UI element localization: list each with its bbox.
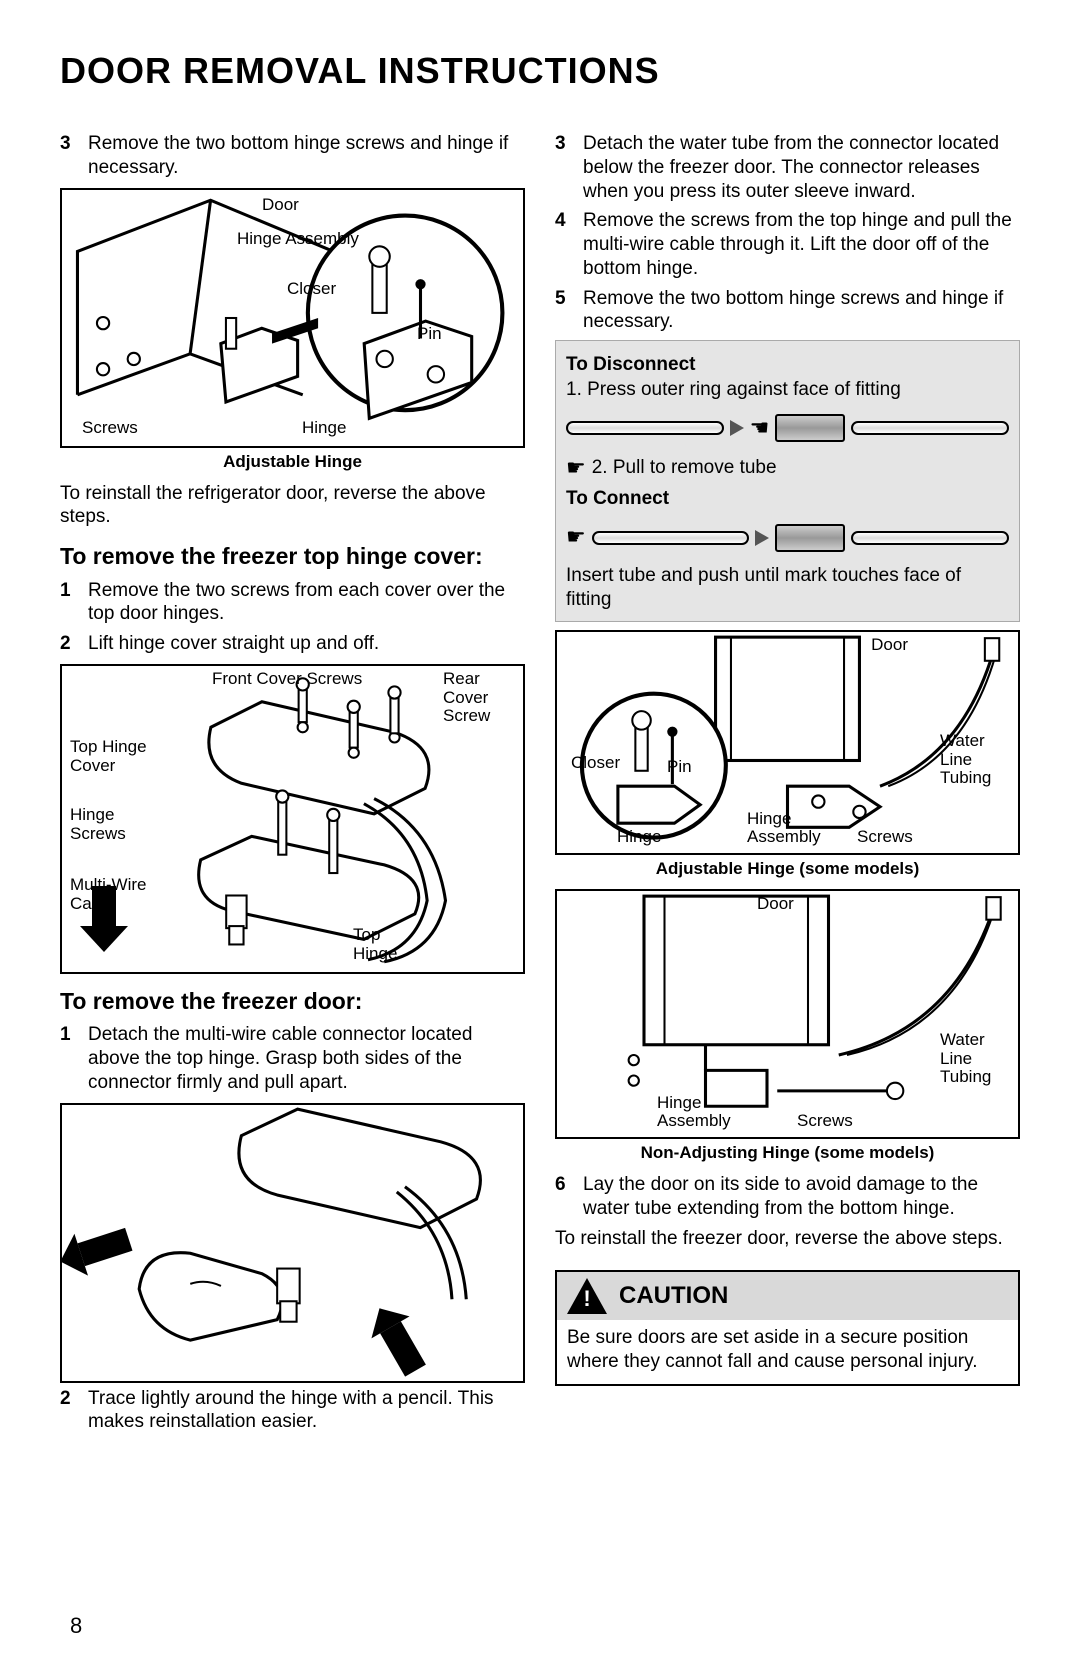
- step-number: 3: [555, 132, 573, 203]
- hand-icon: ☚: [750, 414, 770, 443]
- caution-body-text: Be sure doors are set aside in a secure …: [557, 1320, 1018, 1384]
- hinge-diagram-svg: [62, 190, 523, 446]
- caution-header: CAUTION: [557, 1272, 1018, 1320]
- step-number: 1: [60, 1023, 78, 1094]
- two-column-layout: 3 Remove the two bottom hinge screws and…: [60, 132, 1020, 1440]
- step-text: Remove the two bottom hinge screws and h…: [88, 132, 525, 180]
- down-arrow-icon: [92, 886, 128, 952]
- label-water-line: Water Line Tubing: [940, 732, 1010, 788]
- step-number: 2: [60, 632, 78, 656]
- label-hinge-assembly: Hinge Assembly: [657, 1094, 747, 1131]
- step-text: Remove the two bottom hinge screws and h…: [583, 287, 1020, 335]
- step-number: 3: [60, 132, 78, 180]
- label-water-line: Water Line Tubing: [940, 1031, 1010, 1087]
- step-text: Detach the water tube from the connector…: [583, 132, 1020, 203]
- label-hinge: Hinge: [617, 828, 661, 847]
- label-screws: Screws: [82, 419, 138, 438]
- figure-adjustable-hinge-bottom: Door Closer Pin Hinge Hinge Assembly Scr…: [555, 630, 1020, 855]
- connect-step-text: Insert tube and push until mark touches …: [566, 564, 1009, 613]
- right-column: 3 Detach the water tube from the connect…: [555, 132, 1020, 1440]
- right-step-4: 4 Remove the screws from the top hinge a…: [555, 209, 1020, 280]
- step-text: Remove the screws from the top hinge and…: [583, 209, 1020, 280]
- subhead-remove-freezer-cover: To remove the freezer top hinge cover:: [60, 543, 525, 571]
- right-step-3: 3 Detach the water tube from the connect…: [555, 132, 1020, 203]
- nonadj-hinge-svg: [557, 891, 1018, 1137]
- subhead-remove-freezer-door: To remove the freezer door:: [60, 988, 525, 1016]
- step-text: Trace lightly around the hinge with a pe…: [88, 1387, 525, 1435]
- disconnect-diagram: ☚: [566, 408, 1009, 448]
- step-number: 1: [60, 579, 78, 627]
- left-column: 3 Remove the two bottom hinge screws and…: [60, 132, 525, 1440]
- figure-caption: Adjustable Hinge (some models): [555, 859, 1020, 879]
- label-door: Door: [757, 895, 794, 914]
- figure-non-adjusting-hinge: Door Hinge Assembly Screws Water Line Tu…: [555, 889, 1020, 1139]
- caution-box: CAUTION Be sure doors are set aside in a…: [555, 1270, 1020, 1386]
- page-title: DOOR REMOVAL INSTRUCTIONS: [60, 50, 1020, 92]
- figure-connector-detach: [60, 1103, 525, 1383]
- label-closer: Closer: [287, 280, 336, 299]
- step-text: Remove the two screws from each cover ov…: [88, 579, 525, 627]
- label-hinge-screws: Hinge Screws: [70, 806, 150, 843]
- disconnect-heading: To Disconnect: [566, 353, 1009, 378]
- left-door-step-2: 2 Trace lightly around the hinge with a …: [60, 1387, 525, 1435]
- left-cover-step-1: 1 Remove the two screws from each cover …: [60, 579, 525, 627]
- hand-icon: ☛: [566, 523, 586, 552]
- label-pin: Pin: [667, 758, 692, 777]
- left-step-3: 3 Remove the two bottom hinge screws and…: [60, 132, 525, 180]
- left-cover-step-2: 2 Lift hinge cover straight up and off.: [60, 632, 525, 656]
- label-pin: Pin: [417, 325, 442, 344]
- step-number: 4: [555, 209, 573, 280]
- step-number: 5: [555, 287, 573, 335]
- connector-diagram-svg: [62, 1105, 523, 1381]
- caution-label: CAUTION: [619, 1282, 728, 1310]
- label-door: Door: [262, 196, 299, 215]
- step-text: Lift hinge cover straight up and off.: [88, 632, 525, 656]
- label-screws: Screws: [797, 1112, 853, 1131]
- step-number: 2: [60, 1387, 78, 1435]
- step-text: Lay the door on its side to avoid damage…: [583, 1173, 1020, 1221]
- label-door: Door: [871, 636, 908, 655]
- disconnect-step-2-row: ☛ 2. Pull to remove tube: [566, 454, 1009, 483]
- figure-caption: Non-Adjusting Hinge (some models): [555, 1143, 1020, 1163]
- figure-adjustable-hinge: Door Hinge Assembly Closer Pin Screws Hi…: [60, 188, 525, 448]
- label-hinge: Hinge: [302, 419, 346, 438]
- label-hinge-assembly: Hinge Assembly: [237, 230, 359, 249]
- hand-icon: ☛: [566, 454, 586, 483]
- disconnect-step-1: 1. Press outer ring against face of fitt…: [566, 378, 1009, 403]
- step-number: 6: [555, 1173, 573, 1221]
- connect-heading: To Connect: [566, 487, 1009, 512]
- figure-caption: Adjustable Hinge: [60, 452, 525, 472]
- disconnect-step-2: 2. Pull to remove tube: [592, 456, 777, 481]
- left-door-step-1: 1 Detach the multi-wire cable connector …: [60, 1023, 525, 1094]
- label-top-hinge: Top Hinge: [353, 926, 423, 963]
- label-screws: Screws: [857, 828, 913, 847]
- connect-diagram: ☛: [566, 518, 1009, 558]
- label-hinge-assembly: Hinge Assembly: [747, 810, 837, 847]
- page-number: 8: [70, 1613, 82, 1639]
- label-rear-cover-screw: Rear Cover Screw: [443, 670, 513, 726]
- label-top-hinge-cover: Top Hinge Cover: [70, 738, 170, 775]
- figure-top-hinge-cover: Front Cover Screws Rear Cover Screw Top …: [60, 664, 525, 974]
- step-text: Detach the multi-wire cable connector lo…: [88, 1023, 525, 1094]
- label-front-cover-screws: Front Cover Screws: [212, 670, 362, 689]
- right-step-5: 5 Remove the two bottom hinge screws and…: [555, 287, 1020, 335]
- right-step-6: 6 Lay the door on its side to avoid dama…: [555, 1173, 1020, 1221]
- warning-triangle-icon: [567, 1278, 607, 1314]
- label-closer: Closer: [571, 754, 620, 773]
- reinstall-fridge-text: To reinstall the refrigerator door, reve…: [60, 482, 525, 530]
- reinstall-freezer-text: To reinstall the freezer door, reverse t…: [555, 1227, 1020, 1251]
- tube-callout-box: To Disconnect 1. Press outer ring agains…: [555, 340, 1020, 622]
